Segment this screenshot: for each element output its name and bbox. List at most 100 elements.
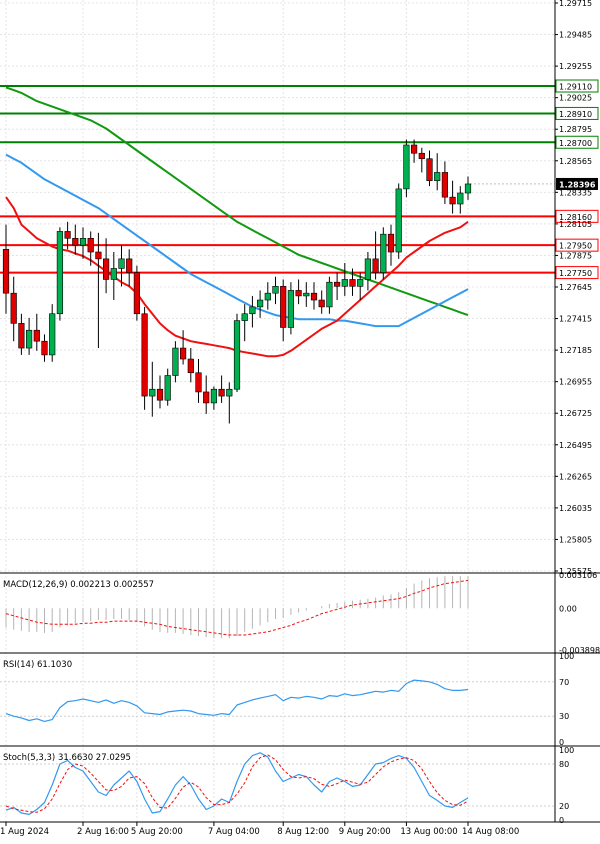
- price-tick-label: 1.26265: [559, 472, 592, 481]
- price-tick-label: 1.28565: [559, 157, 592, 166]
- stoch-tick-label: 20: [559, 802, 569, 811]
- candle-body: [210, 388, 218, 404]
- level-label-box: [555, 135, 599, 149]
- price-tick-label: 1.26725: [559, 409, 592, 418]
- candle-body: [403, 144, 410, 190]
- candle-body: [349, 279, 356, 287]
- macd-pane: 0.003106 0.00 -0.003898: [5, 571, 600, 655]
- rsi-tick-label: 0: [559, 738, 564, 747]
- main-grid: [0, 0, 555, 822]
- candle-body: [172, 347, 179, 376]
- candle-body: [449, 196, 456, 205]
- candle-body: [233, 320, 241, 390]
- candle-body: [310, 292, 318, 301]
- candle-body: [110, 268, 117, 280]
- stoch-tick-label: 100: [559, 746, 574, 755]
- price-tick-label: 1.27875: [559, 251, 592, 260]
- rsi-tick-label: 30: [559, 712, 569, 721]
- price-tick-label: 1.26495: [559, 441, 592, 450]
- candle-body: [333, 281, 341, 287]
- horizontal-levels: 1.29110 1.28910 1.28700 1.28160 1.27950 1.277…: [0, 79, 599, 280]
- candle-body: [464, 183, 472, 194]
- candle-body: [72, 237, 79, 246]
- candle-body: [249, 306, 256, 315]
- stoch-label: Stoch(5,3,3) 31.6630 27.0295: [3, 753, 131, 763]
- macd-label: MACD(12,26,9) 0.002213 0.002557: [3, 580, 154, 590]
- level-label-box: [555, 79, 599, 93]
- candle-body: [49, 313, 56, 356]
- candle-body: [280, 286, 287, 328]
- candle-body: [264, 292, 271, 301]
- candle-body: [203, 391, 210, 404]
- candles: [2, 139, 472, 424]
- candle-body: [56, 231, 63, 315]
- price-tick-label: 1.27185: [559, 346, 592, 355]
- level-label-box: [555, 106, 599, 120]
- candle-body: [64, 231, 71, 239]
- candle-body: [395, 188, 402, 253]
- stoch-tick-label: 80: [559, 760, 569, 769]
- candle-body: [380, 233, 387, 273]
- level-label: 1.27750: [559, 269, 592, 278]
- macd-tick-label: -0.003898: [559, 646, 600, 655]
- candle-body: [318, 299, 325, 308]
- candle-body: [295, 290, 302, 297]
- candle-body: [364, 258, 372, 280]
- candle-body: [41, 340, 48, 356]
- macd-signal-line: [5, 579, 469, 636]
- candle-body: [141, 313, 148, 397]
- candle-body: [226, 388, 233, 397]
- candle-body: [87, 237, 94, 253]
- rsi-pane: 100 70 30 0: [0, 652, 574, 747]
- ma-mid-line: [5, 153, 469, 328]
- pane-frames: [0, 0, 600, 823]
- time-tick-label: 7 Aug 04:00: [208, 827, 260, 837]
- price-tick-label: 1.29025: [559, 94, 592, 103]
- rsi-tick-label: 100: [559, 652, 574, 661]
- time-axis: 1 Aug 2024 2 Aug 16:00 5 Aug 20:00 7 Aug 04…: [0, 822, 519, 837]
- price-tick-label: 1.28335: [559, 188, 592, 197]
- ma-slow-line: [5, 86, 469, 317]
- candle-body: [149, 388, 156, 397]
- candle-body: [387, 233, 395, 253]
- candle-body: [79, 237, 87, 246]
- level-label: 1.28700: [559, 139, 592, 148]
- time-tick-label: 2 Aug 16:00: [77, 827, 129, 837]
- price-tick-label: 1.25575: [559, 567, 592, 576]
- candle-body: [164, 375, 171, 401]
- price-tick-label: 1.29715: [559, 0, 592, 8]
- time-tick-label: 13 Aug 00:00: [400, 827, 457, 837]
- stoch-k-line: [5, 752, 469, 816]
- macd-tick-label: 0.003106: [559, 571, 597, 580]
- candle-body: [418, 152, 425, 160]
- candle-body: [426, 158, 433, 181]
- candle-body: [357, 279, 364, 287]
- price-tick-label: 1.27415: [559, 315, 592, 324]
- level-label-box: [555, 238, 599, 252]
- time-tick-label: 9 Aug 20:00: [339, 827, 391, 837]
- price-tick-label: 1.26955: [559, 378, 592, 387]
- candle-body: [180, 347, 187, 360]
- candle-body: [372, 258, 379, 273]
- level-label: 1.29110: [559, 83, 592, 92]
- current-price-label: 1.28396: [559, 180, 596, 189]
- candle-body: [441, 172, 449, 198]
- stoch-pane: 100 80 20 0: [0, 746, 574, 825]
- candle-body: [434, 172, 441, 181]
- candle-body: [326, 281, 333, 308]
- level-label-box: [555, 209, 599, 223]
- current-price-box: [556, 177, 598, 190]
- candle-body: [241, 313, 248, 321]
- candle-body: [10, 292, 17, 324]
- candle-body: [187, 358, 194, 374]
- candle-body: [2, 248, 10, 294]
- candle-body: [341, 279, 348, 287]
- price-axis: 1.29715 1.29485 1.29255 1.29025 1.28795 1.285…: [555, 0, 592, 576]
- level-label-box: [555, 266, 599, 280]
- rsi-tick-label: 70: [559, 678, 569, 687]
- candle-body: [156, 388, 164, 401]
- level-label: 1.28910: [559, 110, 592, 119]
- price-tick-label: 1.28795: [559, 125, 592, 134]
